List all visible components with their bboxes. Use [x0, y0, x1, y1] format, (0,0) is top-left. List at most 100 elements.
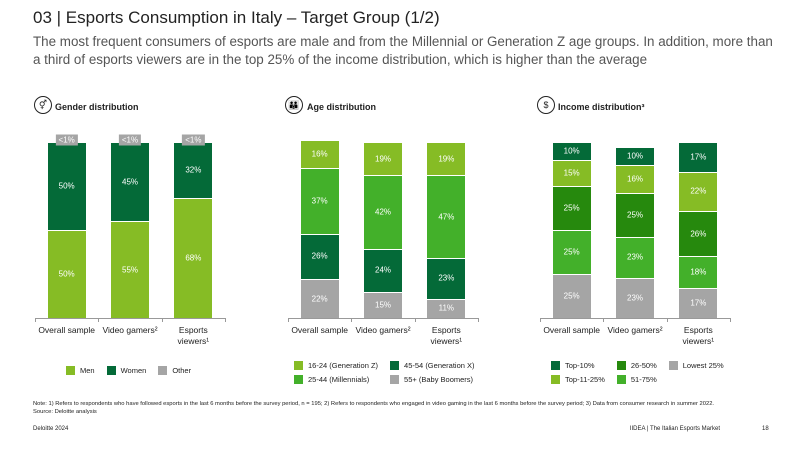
legend-item: 25-44 (Millennials): [294, 375, 378, 384]
value-label: 15%: [563, 168, 580, 178]
legend-label: 16-24 (Generation Z): [308, 361, 379, 370]
value-label: 18%: [690, 267, 707, 277]
bar-segment: [679, 210, 718, 257]
x-tick-label: Video gamers²: [102, 325, 158, 335]
legend-swatch: [551, 375, 560, 384]
value-label: 45%: [121, 177, 139, 187]
value-label: 19%: [374, 154, 392, 164]
axis-tick: [225, 318, 226, 322]
income-icon: $: [537, 96, 555, 114]
value-label: 50%: [58, 269, 75, 279]
legend: Top-10% Top-11-25% 26-50% 51-75% Lowest 25%: [551, 361, 724, 384]
value-label: 68%: [185, 253, 202, 263]
x-tick-label: Video gamers²: [355, 325, 411, 335]
legend-item: 51-75%: [616, 375, 657, 384]
value-label: 47%: [438, 212, 455, 222]
x-axis: [35, 318, 225, 319]
value-label: 16%: [626, 174, 644, 184]
value-label: 25%: [626, 210, 644, 220]
value-label: 25%: [563, 247, 580, 257]
bar-segment: [364, 249, 402, 292]
bar-segment: [174, 198, 213, 318]
x-axis: [540, 318, 730, 319]
axis-tick: [478, 318, 479, 322]
axis-tick: [351, 318, 353, 322]
bar-segment: [427, 298, 466, 318]
bar-segment: [47, 230, 86, 318]
value-label: 17%: [690, 152, 707, 162]
bar-segment: [427, 258, 466, 299]
bar-segment: [616, 164, 654, 194]
source: Source: Deloitte analysis: [33, 409, 97, 415]
note: Note: 1) Refers to respondents who have …: [33, 401, 715, 407]
axis-tick: [540, 318, 541, 322]
footer-left: Deloitte 2024: [33, 426, 69, 432]
legend-label: 25-44 (Millennials): [308, 375, 370, 384]
value-label: 32%: [185, 165, 202, 175]
value-label: 19%: [438, 154, 455, 164]
legend-label: Lowest 25%: [682, 361, 724, 370]
legend-swatch: [294, 375, 303, 384]
value-label: 25%: [563, 203, 580, 213]
chart-title: Gender distribution: [55, 102, 139, 112]
legend: 16-24 (Generation Z) 25-44 (Millennials) 4…: [294, 361, 475, 384]
legend-label: Women: [120, 366, 147, 375]
legend-label: Men: [80, 366, 95, 375]
footnote: Note: 1) Refers to respondents who have …: [33, 400, 773, 416]
value-label: 25%: [563, 291, 580, 301]
value-label: 42%: [374, 207, 392, 217]
bar-segment: [111, 221, 149, 318]
x-tick-label: Esports viewers¹: [177, 325, 210, 346]
bar-segment: [552, 142, 591, 160]
value-label: 23%: [626, 293, 644, 303]
legend-item: Other: [158, 366, 191, 375]
value-label: 15%: [374, 300, 392, 310]
axis-tick: [288, 318, 289, 322]
bar-segment: [616, 277, 654, 318]
bar-segment: [300, 140, 339, 169]
axis-tick: [98, 318, 100, 322]
legend-swatch: [106, 366, 116, 375]
bar-segment: [679, 171, 718, 211]
legend-swatch: [390, 361, 400, 370]
value-label: 22%: [690, 186, 707, 196]
value-label: 24%: [374, 265, 392, 275]
slide-title: 03 | Esports Consumption in Italy – Targ…: [33, 8, 440, 27]
value-label: <1%: [55, 134, 78, 146]
legend-label: 26-50%: [630, 361, 657, 370]
legend-swatch: [668, 361, 678, 370]
value-label: 55%: [121, 265, 139, 275]
bar-segment: [300, 279, 339, 318]
x-tick-label: Esports viewers¹: [430, 325, 463, 346]
page-number: 18: [762, 426, 769, 432]
legend-item: 26-50%: [616, 361, 657, 370]
legend-swatch: [294, 361, 303, 370]
value-label: 17%: [690, 298, 707, 308]
value-label: 26%: [690, 229, 707, 239]
bar-segment: [552, 159, 591, 186]
x-axis: [288, 318, 478, 319]
bar-segment: [364, 142, 402, 176]
axis-tick: [603, 318, 605, 322]
bar-segment: [679, 288, 718, 318]
value-label: <1%: [118, 134, 142, 146]
legend-swatch: [158, 366, 168, 375]
value-label: 11%: [438, 303, 455, 313]
legend-item: Lowest 25%: [668, 361, 724, 370]
bar-segment: [427, 175, 466, 259]
chart-title: Age distribution: [307, 102, 376, 112]
value-label: 22%: [311, 294, 328, 304]
legend-item: 16-24 (Generation Z): [294, 361, 378, 370]
legend-swatch: [66, 366, 75, 375]
value-label: 10%: [563, 146, 580, 156]
bar-segment: [552, 274, 591, 318]
value-label: 37%: [311, 196, 328, 206]
axis-tick: [414, 318, 416, 322]
bar-segment: [364, 291, 402, 318]
bar-segment: [427, 142, 466, 176]
legend-label: Top-10%: [565, 361, 595, 370]
x-tick-label: Overall sample: [38, 325, 95, 335]
legend-label: Other: [172, 366, 192, 375]
bar-segment: [552, 230, 591, 274]
gender-icon: ⚥: [34, 96, 52, 114]
